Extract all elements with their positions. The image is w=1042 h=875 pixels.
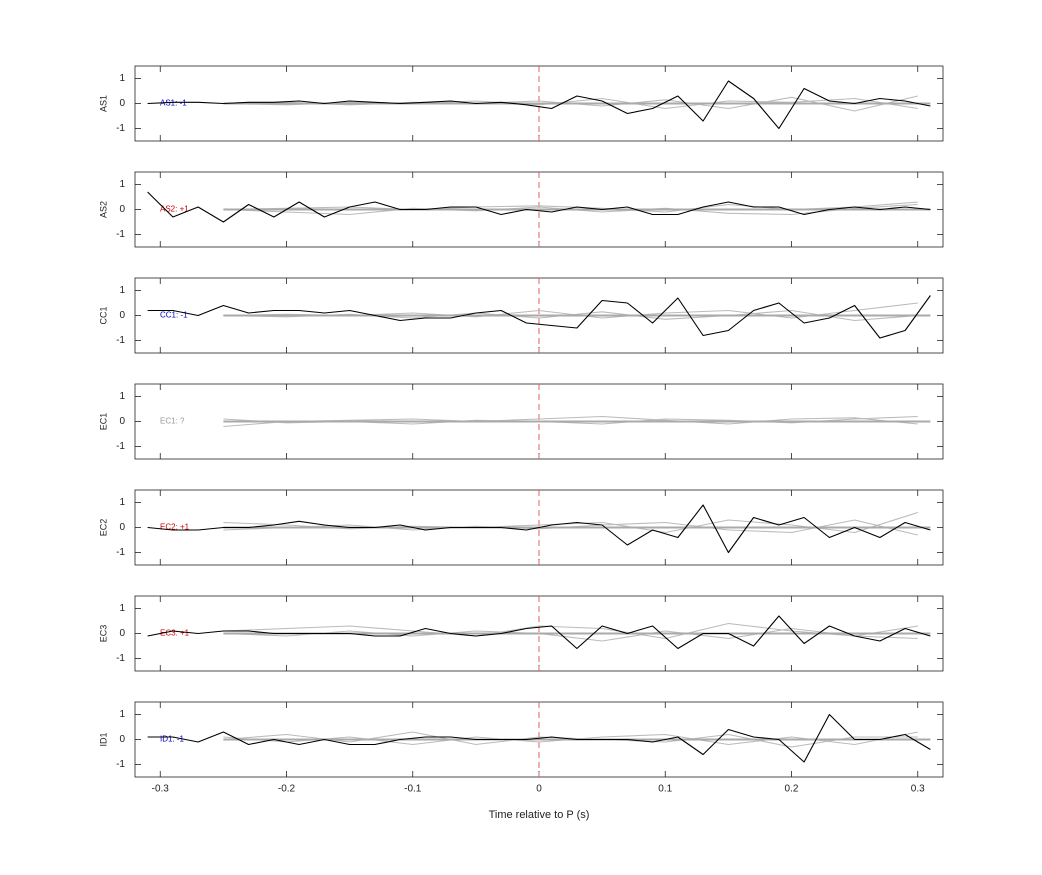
series-line (147, 713, 931, 763)
annotation: EC3: +1 (160, 629, 190, 638)
y-tick-label: 1 (119, 497, 125, 508)
annotation: EC2: +1 (160, 523, 190, 532)
y-axis-label: EC2 (98, 519, 108, 537)
y-tick-label: -1 (116, 759, 125, 770)
x-tick-label: 0.1 (658, 784, 672, 795)
y-axis-label: EC3 (98, 625, 108, 643)
series-line (147, 615, 931, 650)
series-line (223, 627, 918, 642)
y-tick-label: 0 (119, 98, 125, 109)
y-axis-label: ID1 (98, 732, 108, 746)
y-tick-label: 0 (119, 416, 125, 427)
annotation: ID1: -1 (160, 735, 185, 744)
y-tick-label: 1 (119, 285, 125, 296)
x-tick-label: 0 (536, 784, 542, 795)
y-axis-label: CC1 (98, 306, 108, 324)
y-tick-label: 1 (119, 709, 125, 720)
series-line (147, 295, 931, 339)
y-tick-label: -1 (116, 335, 125, 346)
annotation: CC1: -1 (160, 311, 188, 320)
x-tick-label: 0.3 (911, 784, 925, 795)
annotation: AS1: -1 (160, 99, 187, 108)
y-tick-label: 0 (119, 310, 125, 321)
y-tick-label: 0 (119, 522, 125, 533)
y-axis-label: AS1 (98, 95, 108, 112)
y-tick-label: -1 (116, 441, 125, 452)
x-axis-label: Time relative to P (s) (489, 809, 590, 821)
y-tick-label: 1 (119, 73, 125, 84)
y-axis-label: EC1 (98, 413, 108, 431)
x-tick-label: -0.1 (404, 784, 422, 795)
y-tick-label: 0 (119, 734, 125, 745)
y-axis-label: AS2 (98, 201, 108, 218)
y-tick-label: 0 (119, 204, 125, 215)
y-tick-label: 0 (119, 628, 125, 639)
series-line (223, 622, 918, 640)
y-tick-label: 1 (119, 179, 125, 190)
y-tick-label: 1 (119, 391, 125, 402)
y-tick-label: -1 (116, 229, 125, 240)
series-line (147, 191, 931, 223)
y-tick-label: -1 (116, 547, 125, 558)
series-line (147, 80, 931, 130)
x-tick-label: 0.2 (785, 784, 799, 795)
y-tick-label: -1 (116, 123, 125, 134)
y-tick-label: -1 (116, 653, 125, 664)
y-tick-label: 1 (119, 603, 125, 614)
series-line (147, 504, 931, 554)
x-tick-label: -0.3 (152, 784, 170, 795)
x-tick-label: -0.2 (278, 784, 296, 795)
annotation: EC1: ? (160, 417, 185, 426)
annotation: AS2: +1 (160, 205, 189, 214)
series-line (223, 731, 918, 748)
